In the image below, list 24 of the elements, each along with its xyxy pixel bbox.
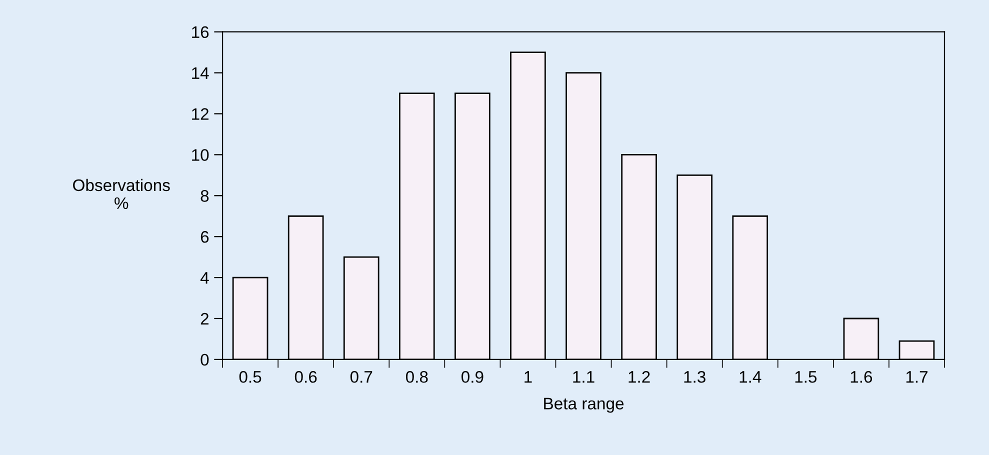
y-tick-label: 8: [200, 190, 209, 202]
y-tick-label: 16: [192, 26, 209, 38]
y-tick-label: 10: [192, 149, 209, 161]
x-tick-label: 0.8: [406, 371, 428, 383]
y-tick-label: 4: [200, 272, 209, 284]
x-tick-label: 1.3: [684, 371, 706, 383]
y-axis-title: Observations %: [73, 178, 170, 210]
x-axis-title: Beta range: [544, 398, 624, 413]
x-tick-label: 0.6: [294, 371, 317, 383]
x-tick-label: 1: [524, 371, 532, 383]
x-tick-label: 1.1: [573, 371, 594, 383]
y-tick-label: 6: [200, 231, 209, 243]
x-tick-label: 0.5: [239, 371, 262, 383]
x-tick-label: 0.7: [350, 371, 372, 383]
x-tick-label: 1.2: [628, 371, 650, 383]
y-tick-label: 0: [200, 354, 209, 366]
x-tick-label: 0.9: [462, 371, 484, 383]
x-tick-label: 1.7: [906, 371, 928, 383]
x-tick-label: 1.4: [740, 371, 762, 383]
x-tick-label: 1.6: [850, 371, 872, 383]
y-tick-label: 2: [200, 312, 208, 325]
x-tick-label: 1.5: [795, 371, 817, 383]
y-tick-label: 12: [192, 108, 208, 120]
y-tick-label: 14: [192, 67, 209, 79]
